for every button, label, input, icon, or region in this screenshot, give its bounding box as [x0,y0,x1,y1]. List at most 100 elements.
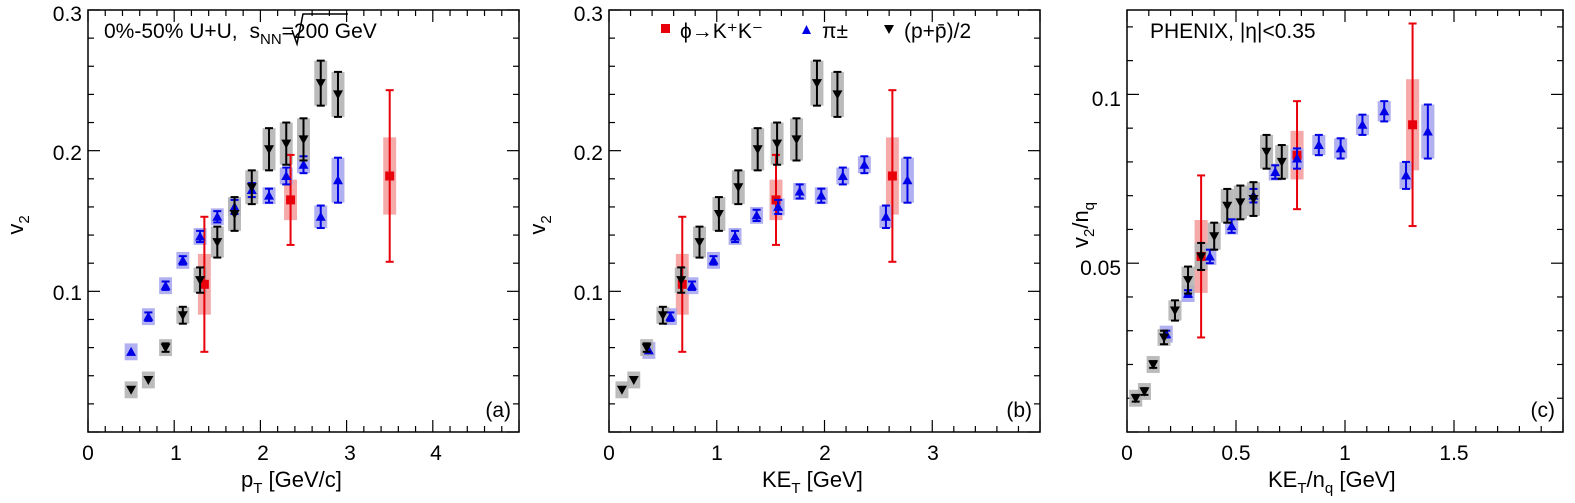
panel-b-x-tick-label: 0 [603,442,615,465]
legend-phi-label: ϕ→K⁺K⁻ [680,20,763,43]
panel-a-ticks [87,9,520,433]
phi-point [286,195,296,205]
proton-point [1196,252,1207,262]
legend-phi-marker [661,24,670,33]
panel-a: 0 1 2 3 4 0.1 0.2 0.3 (a) pT [GeV/c] v2 … [3,3,520,497]
pion-point [1226,221,1237,231]
pion-point [143,311,154,321]
proton-point [1222,201,1233,211]
proton-point [246,183,257,193]
pion-point [1422,126,1433,136]
experiment-annotation: PHENIX, |η|<0.35 [1150,20,1316,43]
panel-a-y-axis-title: v2 [3,215,33,234]
pion-point [264,190,275,200]
proton-point [832,90,843,100]
panel-c-frame [1126,9,1564,433]
panel-c-marks [1129,22,1435,407]
proton-point [616,385,627,395]
proton-point [1183,276,1194,286]
legend-pion-label: π± [822,20,848,43]
pion-point [665,311,676,321]
panel-a-x-axis-title: pT [GeV/c] [241,467,342,497]
panel-a-y-tick-label: 0.3 [53,3,82,26]
proton-point [1261,147,1272,157]
pion-point [708,255,719,265]
proton-point [177,311,188,321]
proton-point [713,209,724,219]
proton-point [212,238,223,248]
proton-point [195,276,206,286]
proton-point [126,385,137,395]
pion-point [1313,140,1324,150]
panel-a-marks [124,59,397,399]
proton-point [1169,306,1180,316]
panel-a-tag: (a) [485,399,511,422]
legend-proton-label: (p+p̄)/2 [904,20,971,43]
proton-point [733,183,744,193]
pion-point [794,186,805,196]
panel-a-x-tick-label: 3 [344,442,356,465]
panel-c-x-tick-label: 1.5 [1439,442,1468,465]
proton-point [1235,198,1246,208]
panel-c-y-tick-label: 0.1 [1092,88,1121,111]
pion-point [751,210,762,220]
proton-point [1130,394,1141,404]
panel-c-tag: (c) [1531,399,1556,422]
phi-point [1408,120,1418,130]
phi-point [887,171,897,181]
proton-point [641,343,652,353]
proton-point [315,79,326,89]
panel-b-marks [615,59,914,399]
pion-point [902,175,913,185]
system-annotation-suffix: =200 GeV [282,20,377,43]
pion-point [177,255,188,265]
pion-point [332,175,343,185]
proton-point [229,209,240,219]
panel-b-x-axis-title: KET [GeV] [762,467,863,497]
panel-b-y-axis-title: v2 [525,215,555,234]
pion-point [195,231,206,241]
pion-point [837,170,848,180]
panel-a-x-tick-label: 2 [257,442,269,465]
proton-point [752,145,763,155]
panel-b-frame [608,9,1041,433]
proton-point [298,135,309,145]
proton-point [628,375,639,385]
pion-point [281,170,292,180]
sqrt-radical-sign [291,13,348,47]
legend-proton-marker [884,25,894,34]
proton-point [694,238,705,248]
panel-a-y-tick-label: 0.1 [53,282,82,305]
panel-a-x-tick-label: 0 [82,442,94,465]
panel-b-y-tick-label: 0.2 [574,142,603,165]
panel-c: 0 0.5 1 1.5 0.05 0.1 (c) KET/nq [GeV] v2… [1068,9,1564,497]
proton-point [332,90,343,100]
pion-point [160,280,171,290]
proton-point [281,139,292,149]
pion-point [126,346,137,356]
legend-pion-marker [802,25,811,34]
pion-point [1292,153,1303,163]
pion-point [298,159,309,169]
proton-point [143,375,154,385]
pion-point [816,190,827,200]
panel-b-y-tick-label: 0.1 [574,282,603,305]
pion-point [1401,170,1412,180]
panel-c-ticks [1126,10,1564,433]
pion-point [773,201,784,211]
proton-point [657,311,668,321]
pion-point [730,231,741,241]
phi-point [385,171,395,181]
proton-point [160,343,171,353]
pion-point [315,211,326,221]
legend: ϕ→K⁺K⁻ π± (p+p̄)/2 [661,20,971,43]
panel-b-x-tick-label: 3 [927,442,939,465]
panel-b-x-tick-label: 2 [819,442,831,465]
proton-point [1139,387,1150,397]
panel-c-x-tick-label: 1 [1339,442,1351,465]
proton-point [791,135,802,145]
system-annotation-root: s [249,20,260,43]
phi-point [199,279,209,289]
pion-point [212,211,223,221]
